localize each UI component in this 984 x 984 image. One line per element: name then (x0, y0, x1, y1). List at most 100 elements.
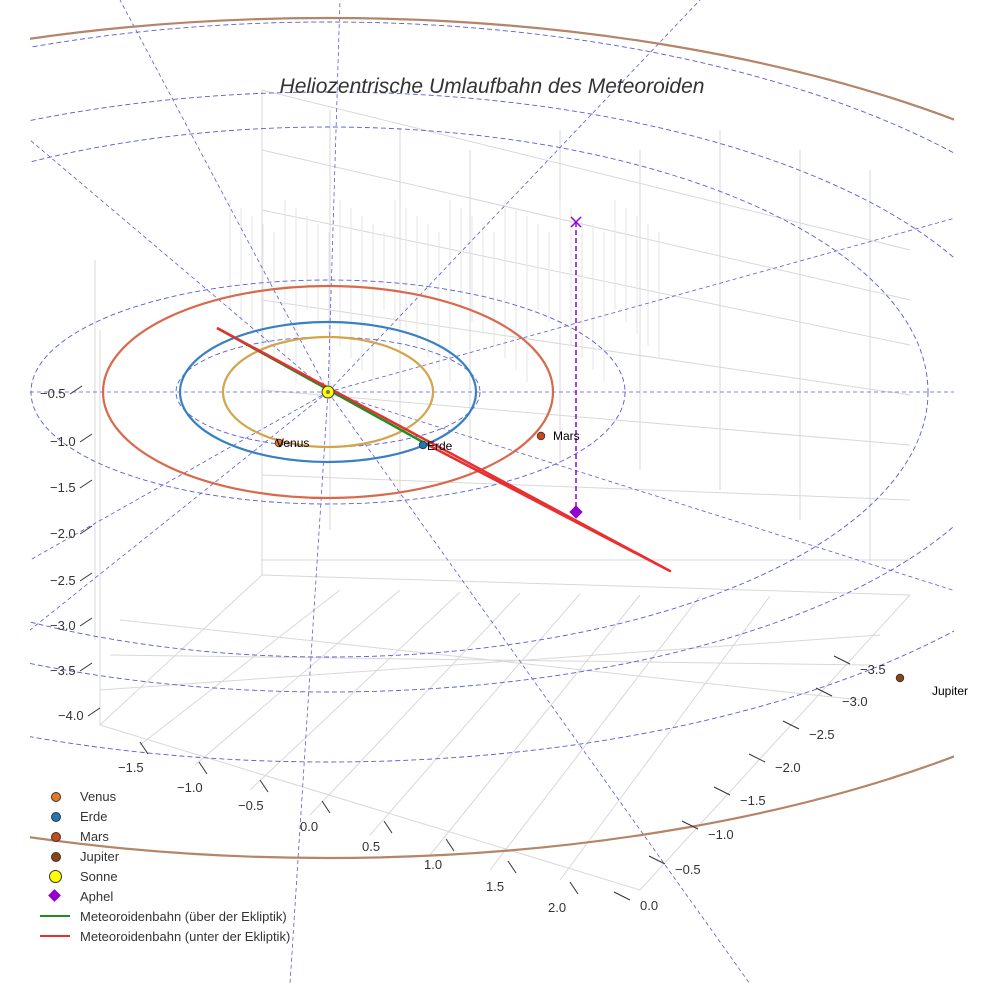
legend-swatch (40, 889, 70, 903)
grid-line (99, 634, 881, 691)
polar-ring (30, 91, 954, 693)
legend-swatch (40, 909, 70, 923)
axis-ticks: −0.5 −1.0 −1.5 −2.0 −2.5 −3.0 −3.5 −4.0 −1.5 −1.0… (40, 385, 886, 915)
z-tick-label: −0.5 (40, 386, 66, 401)
planet-venus (274, 438, 284, 448)
legend-item: Meteoroidenbahn (über der Ekliptik) (40, 906, 290, 926)
legend-swatch (40, 869, 70, 883)
x-tick-label: −1.0 (177, 780, 203, 795)
orbit-mars (101, 284, 555, 500)
z-tick (79, 433, 93, 443)
legend-item: Sonne (40, 866, 290, 886)
grid-line (261, 389, 911, 446)
y-tick-label: −2.0 (775, 760, 801, 775)
aphel-projection-marker (570, 216, 582, 228)
legend-marker (49, 870, 62, 883)
polar-spoke (327, 217, 954, 393)
legend-item: Meteoroidenbahn (unter der Ekliptik) (40, 926, 290, 946)
y-tick (815, 687, 833, 697)
x-tick-label: 1.5 (486, 879, 504, 894)
grid-line (261, 574, 911, 596)
y-tick (681, 820, 699, 830)
legend-label: Jupiter (80, 848, 120, 864)
y-tick (613, 891, 631, 901)
legend-swatch (40, 929, 70, 943)
legend-item: Erde (40, 806, 290, 826)
x-tick-label: 0.5 (362, 839, 380, 854)
y-tick-label: −1.5 (740, 793, 766, 808)
x-tick (139, 741, 149, 755)
polar-spoke (289, 391, 329, 984)
planet-jupiter (895, 673, 905, 683)
grid-line (559, 595, 771, 881)
legend-swatch (40, 829, 70, 843)
polar-spoke (119, 0, 329, 393)
y-tick-label: −3.5 (860, 662, 886, 677)
y-tick (833, 655, 851, 665)
orbit-erde (178, 320, 478, 464)
x-tick (259, 779, 269, 793)
grid-line (194, 589, 401, 766)
y-tick (782, 720, 800, 730)
legend-marker (51, 852, 61, 862)
x-tick (569, 881, 579, 895)
orbit-jupiter (30, 17, 954, 859)
legend-label: Venus (80, 788, 117, 804)
z-tick (79, 662, 93, 672)
legend-label: Aphel (80, 888, 114, 904)
y-tick (713, 786, 731, 796)
legend-item: Venus (40, 786, 290, 806)
meteoroid-path-below (216, 326, 672, 573)
y-tick-label: −2.5 (809, 727, 835, 742)
legend: Venus Erde Mars Jupiter Sonne Aphel Meteoroide… (40, 786, 290, 946)
body-markers: Venus Erde Mars Jupiter (274, 385, 968, 698)
z-tick-label: −3.0 (50, 618, 76, 633)
legend-label: Meteoroidenbahn (über der Ekliptik) (80, 908, 287, 924)
polar-spoke (327, 0, 701, 393)
planet-label-venus: Venus (276, 436, 309, 450)
grid-line (489, 595, 701, 871)
x-tick-label: 0.0 (300, 819, 318, 834)
grid-line (309, 592, 521, 816)
x-tick (507, 860, 517, 874)
polar-spoke (30, 139, 329, 393)
y-tick-label: −1.0 (708, 827, 734, 842)
z-tick-label: −2.0 (50, 526, 76, 541)
legend-item: Jupiter (40, 846, 290, 866)
polar-spoke (327, 0, 341, 393)
y-tick (648, 855, 666, 865)
x-tick-label: −1.5 (118, 760, 144, 775)
legend-swatch (40, 849, 70, 863)
sun-core (326, 390, 330, 394)
legend-label: Meteoroidenbahn (unter der Ekliptik) (80, 928, 291, 944)
planet-erde (418, 440, 428, 450)
legend-label: Mars (80, 828, 109, 844)
legend-label: Erde (80, 808, 108, 824)
grid-line (261, 89, 911, 251)
planet-label-jupiter: Jupiter (932, 684, 968, 698)
grid-line (99, 724, 641, 891)
z-tick (79, 525, 93, 535)
z-tick (79, 572, 93, 582)
legend-item: Mars (40, 826, 290, 846)
grid-line (261, 299, 911, 396)
planet-orbits (30, 17, 954, 859)
meteoroid-orbit (216, 216, 672, 573)
aphel-marker (569, 505, 583, 519)
polar-spoke (30, 391, 329, 561)
legend-marker (40, 935, 70, 937)
grid-line (119, 619, 861, 701)
z-tick-label: −4.0 (58, 708, 84, 723)
z-tick-label: −1.0 (50, 434, 76, 449)
z-tick-label: −2.5 (50, 573, 76, 588)
x-tick (383, 820, 393, 834)
legend-marker (40, 915, 70, 917)
polar-ring (30, 21, 954, 763)
planet-mars (536, 431, 546, 441)
z-tick-label: −1.5 (50, 480, 76, 495)
chart-title: Heliozentrische Umlaufbahn des Meteoroid… (279, 75, 705, 98)
orbit-venus (221, 335, 435, 449)
legend-marker (51, 832, 61, 842)
polar-spoke (327, 391, 751, 984)
